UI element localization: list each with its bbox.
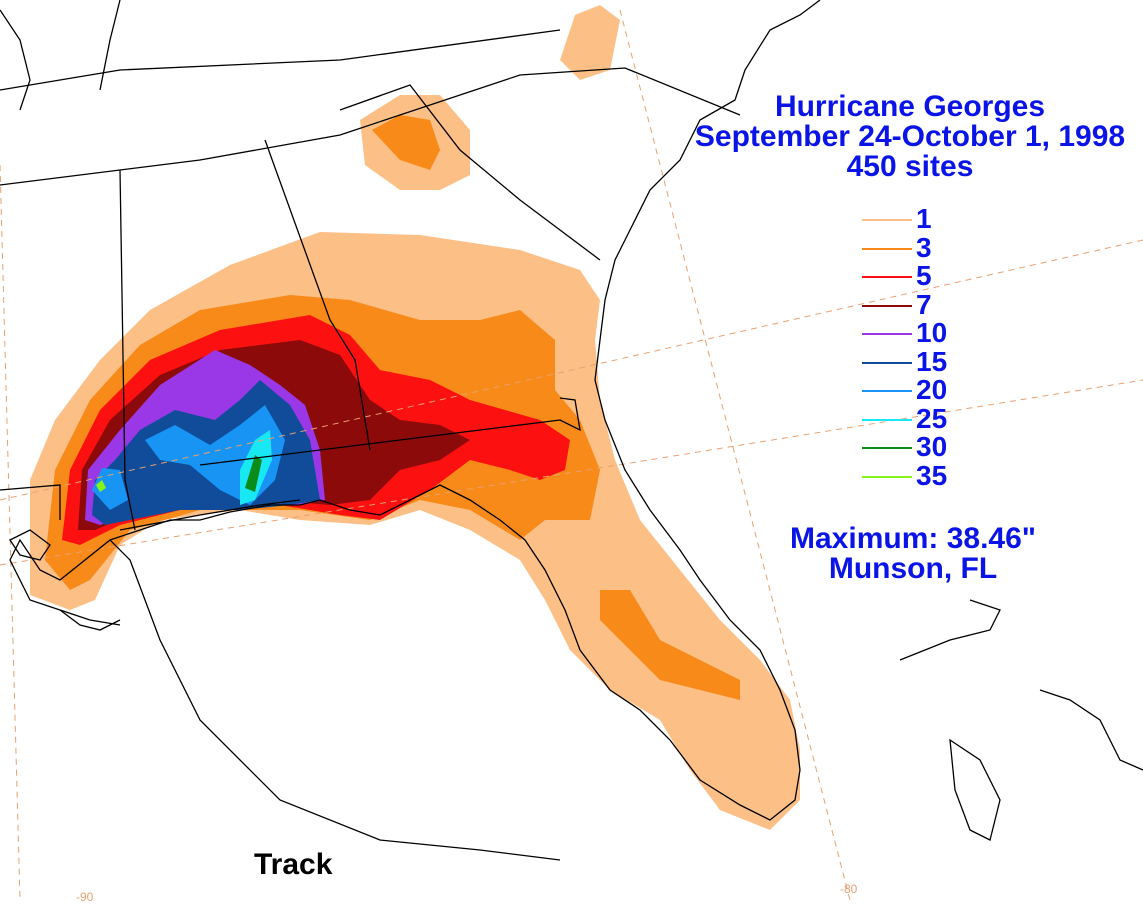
longitude-label-east: -80 <box>840 882 858 896</box>
contour-20in <box>92 468 128 510</box>
legend-swatch <box>862 247 912 250</box>
legend-label: 10 <box>916 317 948 348</box>
legend-row-3: 3 <box>858 231 998 263</box>
legend-swatch <box>862 447 912 449</box>
louisiana-coast <box>9 529 51 561</box>
legend-row-25: 25 <box>858 402 998 434</box>
bahamas-1 <box>1039 689 1143 771</box>
la-delta <box>59 609 121 631</box>
contour-3in-north <box>372 115 440 170</box>
legend-label: 20 <box>916 374 948 405</box>
legend-label: 1 <box>916 203 932 234</box>
state-line-la <box>0 484 61 520</box>
state-line-al-ga <box>264 139 371 451</box>
bahamas-2 <box>949 738 1001 841</box>
legend-swatch <box>862 418 912 421</box>
legend-row-7: 7 <box>858 288 998 320</box>
map-title: Hurricane Georges September 24-October 1… <box>660 92 1143 182</box>
contour-1in-ne <box>560 5 620 80</box>
bahamas-3 <box>899 599 1001 661</box>
state-line-fl-north <box>199 397 581 466</box>
track-line <box>109 539 561 861</box>
contour-35in <box>96 480 106 492</box>
legend-row-15: 15 <box>858 345 998 377</box>
state-line-tn <box>0 67 741 186</box>
maximum-value: Maximum: 38.46" <box>790 522 1036 555</box>
legend-row-10: 10 <box>858 317 998 348</box>
state-line-tn-ky <box>0 29 561 91</box>
state-line-ga-sc <box>339 84 601 261</box>
maximum-rainfall: Maximum: 38.46" Munson, FL <box>748 524 1078 584</box>
legend-label: 30 <box>916 431 948 462</box>
legend-label: 3 <box>916 231 932 263</box>
track-label: Track <box>254 848 333 881</box>
fl-panhandle-coast <box>119 499 301 531</box>
legend-swatch <box>862 333 912 335</box>
legend-swatch <box>862 276 912 278</box>
legend-swatch <box>862 304 912 307</box>
maximum-location: Munson, FL <box>828 552 998 585</box>
legend-row-5: 5 <box>858 260 998 291</box>
coastline-east <box>9 0 821 821</box>
contour-3in-fl <box>600 590 740 700</box>
legend-swatch <box>862 390 912 392</box>
legend-row-30: 30 <box>858 431 998 462</box>
title-date-range: September 24-October 1, 1998 <box>694 120 1126 153</box>
legend-row-20: 20 <box>858 374 998 405</box>
title-site-count: 450 sites <box>846 150 974 183</box>
nw-border <box>0 9 31 111</box>
longitude-label-west: -90 <box>76 890 94 904</box>
graticule <box>0 9 1143 901</box>
title-storm-name: Hurricane Georges <box>774 90 1046 123</box>
legend-label: 5 <box>916 260 932 291</box>
contour-30in <box>245 455 262 492</box>
legend-swatch <box>862 475 912 478</box>
legend-label: 35 <box>916 459 948 491</box>
legend-swatch <box>862 219 912 221</box>
boundaries <box>0 0 1143 861</box>
legend-row-1: 1 <box>858 203 998 234</box>
legend-label: 15 <box>916 345 948 377</box>
legend-row-35: 35 <box>858 459 998 491</box>
rainfall-contours <box>30 5 800 830</box>
legend-swatch <box>862 361 912 364</box>
state-line-ms-al <box>119 169 136 531</box>
state-line-ms <box>99 0 121 91</box>
legend-label: 25 <box>916 402 948 434</box>
legend-label: 7 <box>916 288 932 320</box>
